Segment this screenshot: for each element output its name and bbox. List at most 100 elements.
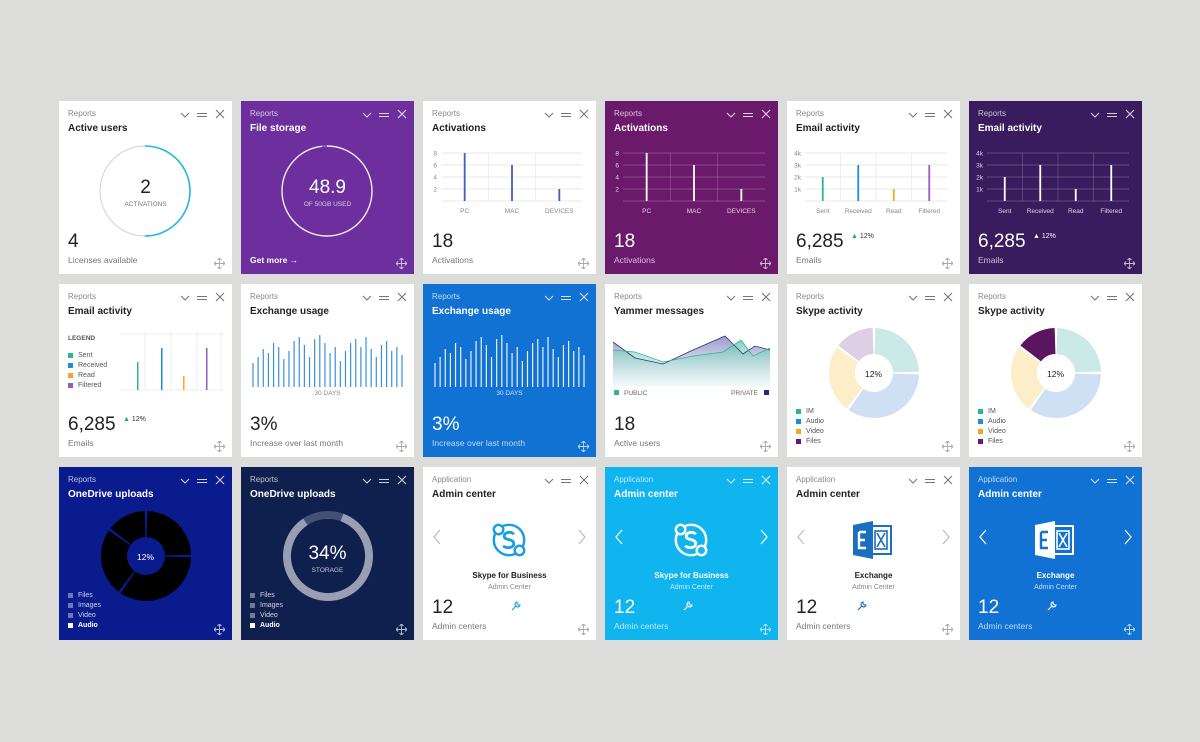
chevron-down-icon[interactable] [362,110,372,120]
close-icon[interactable] [761,109,771,119]
move-icon[interactable] [213,439,226,453]
bar-received [161,348,163,390]
chevron-left-icon[interactable] [432,529,442,545]
menu-icon[interactable] [379,476,389,486]
menu-icon[interactable] [561,293,571,303]
onedrive-donut [100,511,191,601]
chevron-down-icon[interactable] [1090,293,1100,303]
menu-icon[interactable] [925,476,935,486]
chevron-down-icon[interactable] [544,476,554,486]
card-title: Admin center [978,489,1042,500]
donut-center: 12% [136,552,154,562]
menu-icon[interactable] [1107,110,1117,120]
move-icon[interactable] [395,256,408,270]
menu-icon[interactable] [561,110,571,120]
public-line [613,339,770,363]
close-icon[interactable] [215,292,225,302]
move-icon[interactable] [759,256,772,270]
close-icon[interactable] [579,475,589,485]
wrench-icon[interactable] [683,601,693,611]
chevron-down-icon[interactable] [726,293,736,303]
chevron-down-icon[interactable] [908,293,918,303]
move-icon[interactable] [1123,622,1136,636]
app-subtitle: Admin Center [670,584,713,591]
close-icon[interactable] [397,475,407,485]
menu-icon[interactable] [379,110,389,120]
move-icon[interactable] [577,439,590,453]
chevron-down-icon[interactable] [908,110,918,120]
donut-center: 12% [1046,369,1064,379]
bar-filtered [928,165,931,201]
close-icon[interactable] [1125,109,1135,119]
menu-icon[interactable] [1107,476,1117,486]
chevron-right-icon[interactable] [941,529,951,545]
move-icon[interactable] [941,439,954,453]
move-icon[interactable] [941,622,954,636]
close-icon[interactable] [397,109,407,119]
chevron-left-icon[interactable] [978,529,988,545]
move-icon[interactable] [395,439,408,453]
chevron-down-icon[interactable] [180,110,190,120]
menu-icon[interactable] [379,293,389,303]
big-number: 6,285 [978,231,1026,252]
close-icon[interactable] [215,109,225,119]
menu-icon[interactable] [743,293,753,303]
move-icon[interactable] [1123,256,1136,270]
menu-icon[interactable] [1107,293,1117,303]
chevron-down-icon[interactable] [180,476,190,486]
move-icon[interactable] [577,256,590,270]
move-icon[interactable] [941,256,954,270]
chevron-down-icon[interactable] [180,293,190,303]
close-icon[interactable] [579,109,589,119]
move-icon[interactable] [213,256,226,270]
move-icon[interactable] [1123,439,1136,453]
chevron-down-icon[interactable] [908,476,918,486]
chevron-down-icon[interactable] [544,293,554,303]
app-name: Exchange [854,571,893,580]
chevron-down-icon[interactable] [544,110,554,120]
wrench-icon[interactable] [857,601,867,611]
close-icon[interactable] [943,109,953,119]
activations-card-dark: Reports Activations 8 6 4 2 PC MAC DEVICES 18 … [605,101,778,274]
footer-label: Admin centers [796,621,851,631]
move-icon[interactable] [213,622,226,636]
close-icon[interactable] [761,292,771,302]
close-icon[interactable] [761,475,771,485]
chevron-right-icon[interactable] [577,529,587,545]
chevron-down-icon[interactable] [1090,110,1100,120]
chevron-left-icon[interactable] [796,529,806,545]
close-icon[interactable] [215,475,225,485]
menu-icon[interactable] [561,476,571,486]
close-icon[interactable] [1125,292,1135,302]
menu-icon[interactable] [197,293,207,303]
wrench-icon[interactable] [511,601,521,611]
get-more-link[interactable]: Get more → [250,255,299,265]
chevron-down-icon[interactable] [362,476,372,486]
close-icon[interactable] [579,292,589,302]
chevron-down-icon[interactable] [726,476,736,486]
chevron-right-icon[interactable] [1123,529,1133,545]
chevron-down-icon[interactable] [362,293,372,303]
close-icon[interactable] [397,292,407,302]
menu-icon[interactable] [925,293,935,303]
move-icon[interactable] [759,622,772,636]
menu-icon[interactable] [197,110,207,120]
y-tick-label: 2k [794,175,802,182]
menu-icon[interactable] [743,476,753,486]
chevron-down-icon[interactable] [726,110,736,120]
menu-icon[interactable] [925,110,935,120]
axis-label: 30 DAYS [314,390,341,397]
close-icon[interactable] [1125,475,1135,485]
menu-icon[interactable] [743,110,753,120]
move-icon[interactable] [577,622,590,636]
wrench-icon[interactable] [1047,601,1057,611]
chevron-right-icon[interactable] [759,529,769,545]
move-icon[interactable] [759,439,772,453]
move-icon[interactable] [395,622,408,636]
chevron-down-icon[interactable] [1090,476,1100,486]
menu-icon[interactable] [197,476,207,486]
close-icon[interactable] [943,475,953,485]
close-icon[interactable] [943,292,953,302]
donut-center: 12% [864,369,882,379]
chevron-left-icon[interactable] [614,529,624,545]
